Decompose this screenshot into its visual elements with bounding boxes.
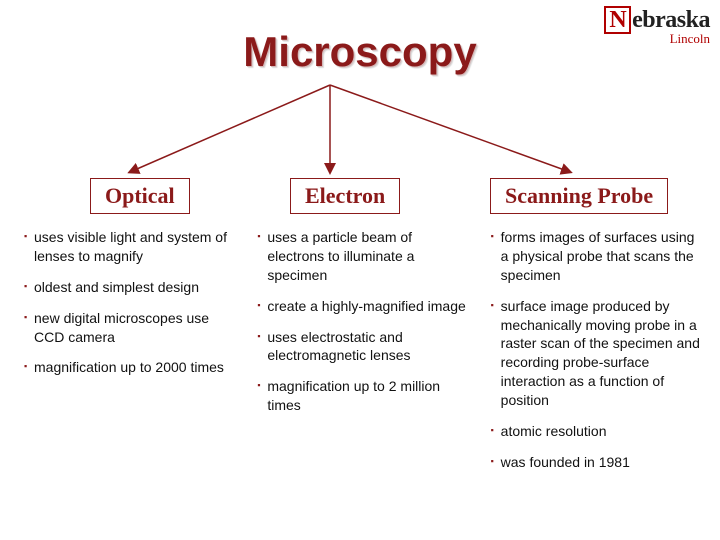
bullet-item: create a highly-magnified image bbox=[257, 297, 470, 316]
column-1: uses a particle beam of electrons to ill… bbox=[257, 228, 470, 484]
column-2: forms images of surfaces using a physica… bbox=[491, 228, 704, 484]
logo-text: Nebraska bbox=[604, 7, 710, 33]
page-title: Microscopy bbox=[243, 28, 476, 76]
bullet-list: uses visible light and system of lenses … bbox=[24, 228, 237, 377]
bullet-list: uses a particle beam of electrons to ill… bbox=[257, 228, 470, 415]
bullet-item: magnification up to 2 million times bbox=[257, 377, 470, 415]
bullet-item: forms images of surfaces using a physica… bbox=[491, 228, 704, 285]
bullet-list: forms images of surfaces using a physica… bbox=[491, 228, 704, 472]
column-heading-1: Electron bbox=[290, 178, 400, 214]
bullet-item: was founded in 1981 bbox=[491, 453, 704, 472]
bullet-item: new digital microscopes use CCD camera bbox=[24, 309, 237, 347]
column-heading-0: Optical bbox=[90, 178, 190, 214]
bullet-item: uses visible light and system of lenses … bbox=[24, 228, 237, 266]
column-0: uses visible light and system of lenses … bbox=[24, 228, 237, 484]
bullet-item: oldest and simplest design bbox=[24, 278, 237, 297]
column-heading-2: Scanning Probe bbox=[490, 178, 668, 214]
bullet-item: atomic resolution bbox=[491, 422, 704, 441]
logo-rest: ebraska bbox=[632, 7, 710, 33]
bullet-item: magnification up to 2000 times bbox=[24, 358, 237, 377]
columns-container: uses visible light and system of lenses … bbox=[24, 228, 704, 484]
university-logo: Nebraska Lincoln bbox=[604, 6, 710, 45]
bullet-item: uses a particle beam of electrons to ill… bbox=[257, 228, 470, 285]
tree-arrows bbox=[0, 80, 720, 180]
bullet-item: surface image produced by mechanically m… bbox=[491, 297, 704, 410]
logo-letter-n: N bbox=[604, 6, 631, 34]
bullet-item: uses electrostatic and electromagnetic l… bbox=[257, 328, 470, 366]
